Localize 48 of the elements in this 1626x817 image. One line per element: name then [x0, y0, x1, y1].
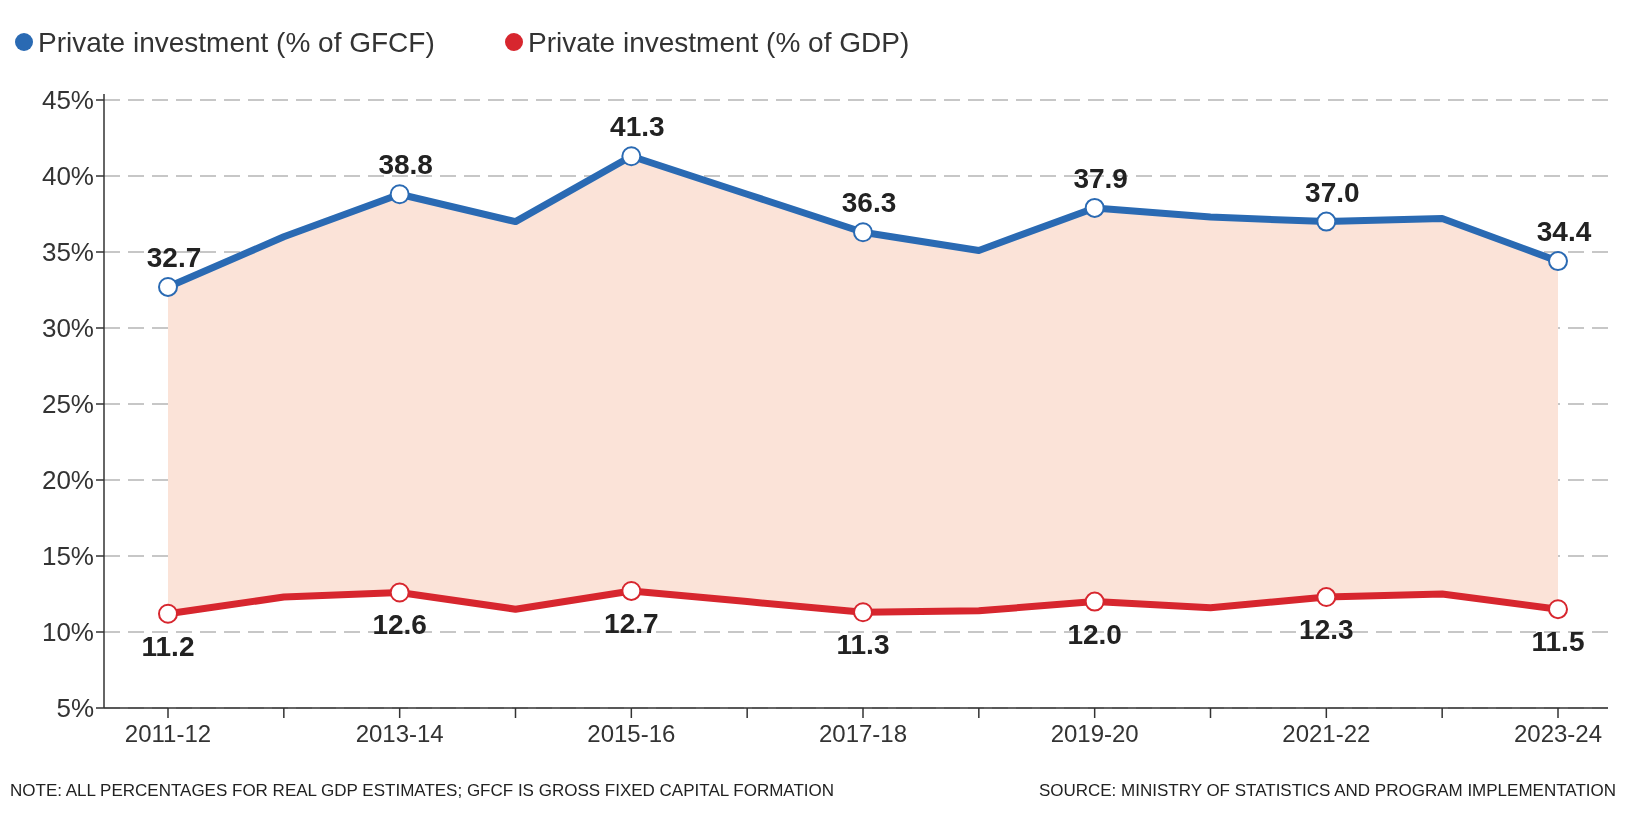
data-label: 36.3: [841, 187, 897, 219]
y-tick-label: 20%: [41, 465, 94, 496]
point: [853, 222, 873, 243]
data-label: 32.7: [146, 241, 202, 273]
point: [1548, 251, 1568, 272]
text: NOTE: ALL PERCENTAGES FOR REAL GDP ESTIMATES; GFCF IS GROSS FIXED CAPITAL FORMATION: [10, 781, 835, 800]
data-label: 12.7: [604, 607, 659, 639]
data-label: 12.6: [372, 609, 427, 641]
point: [621, 580, 642, 601]
point: [389, 582, 410, 603]
point: [1548, 599, 1568, 620]
source-note: SOURCE: MINISTRY OF STATISTICS AND PROGRAM IMPLEMENTATION: [1038, 781, 1616, 800]
y-tick-label: 10%: [41, 617, 94, 648]
data-label: 41.3: [610, 111, 665, 143]
point: [621, 146, 642, 167]
x-tick-label: 2021-22: [1282, 720, 1371, 747]
data-label: 11.2: [141, 630, 195, 662]
y-tick-label: 15%: [41, 541, 94, 572]
point: [158, 603, 178, 624]
y-tick-label: 5%: [56, 693, 94, 724]
point: [1084, 197, 1105, 218]
data-label: 12.3: [1299, 614, 1354, 646]
x-tick-label: 2023-24: [1513, 720, 1603, 747]
point: [1084, 591, 1105, 612]
data-label: 12.0: [1067, 618, 1122, 650]
data-label: 37.0: [1305, 176, 1360, 208]
point: [1316, 587, 1337, 608]
x-tick-label: 2015-16: [587, 720, 676, 747]
data-label: 11.3: [836, 629, 890, 661]
data-label: 34.4: [1536, 216, 1592, 248]
y-tick-label: 35%: [41, 237, 94, 268]
x-tick-label: 2013-14: [355, 720, 444, 747]
x-tick-label: 2011-12: [124, 720, 212, 747]
y-tick-label: 40%: [41, 161, 94, 192]
data-label: 38.8: [378, 149, 433, 181]
data-label: 11.5: [1531, 626, 1585, 658]
y-tick-label: 30%: [41, 313, 94, 344]
point: [853, 602, 873, 623]
point: [1316, 211, 1337, 232]
x-tick-label: 2017-18: [818, 720, 908, 747]
data-label: 37.9: [1073, 162, 1128, 194]
point: [158, 276, 178, 297]
y-tick-label: 25%: [41, 389, 94, 420]
legend-label: Private investment (% of GFCF): [38, 26, 435, 58]
y-tick-label: 45%: [41, 85, 94, 116]
legend-label: Private investment (% of GDP): [528, 26, 910, 58]
point: [389, 184, 410, 205]
x-tick-label: 2019-20: [1050, 720, 1139, 747]
